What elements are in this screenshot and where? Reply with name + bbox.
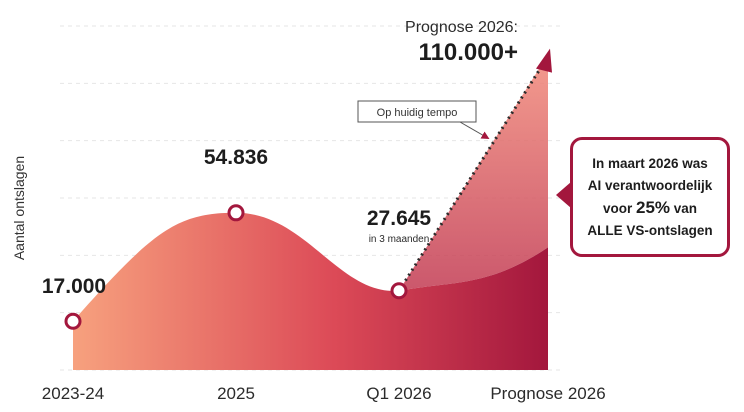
- callout-line-2: AI verantwoordelijk: [587, 177, 713, 193]
- tempo-pointer: [459, 121, 490, 139]
- x-tick-1: 2025: [217, 384, 255, 403]
- x-tick-3: Prognose 2026: [490, 384, 605, 403]
- data-label-1: 54.836: [204, 146, 268, 169]
- forecast-label: Prognose 2026:: [405, 19, 518, 36]
- x-tick-0: 2023-24: [42, 384, 104, 403]
- tempo-annotation: Op huidig tempo: [357, 100, 490, 139]
- y-axis-title: Aantal ontslagen: [11, 156, 27, 260]
- callout-line-4: ALLE VS-ontslagen: [587, 222, 713, 238]
- forecast-value-label: 110.000+: [419, 39, 518, 66]
- callout-line-1: In maart 2026 was: [592, 155, 708, 171]
- data-label-2: 27.645: [367, 207, 432, 230]
- main-area: [73, 212, 548, 370]
- forecast-arrow-icon: [536, 48, 552, 73]
- data-point-2: [390, 282, 408, 300]
- data-point-0: [64, 312, 82, 330]
- data-sublabel-2: in 3 maanden: [369, 234, 430, 245]
- tempo-box: [357, 100, 477, 123]
- callout-line-3-pre: voor: [602, 200, 636, 216]
- callout-line-3: voor 25% van: [603, 197, 697, 220]
- callout-pointer: [556, 182, 571, 208]
- callout-line-3-post: van: [670, 200, 698, 216]
- ai-share-callout: In maart 2026 was AI verantwoordelijk vo…: [570, 137, 730, 257]
- callout-percentage: 25%: [635, 197, 671, 217]
- data-label-0: 17.000: [42, 275, 106, 298]
- tempo-label: Op huidig tempo: [377, 107, 458, 119]
- x-tick-2: Q1 2026: [366, 384, 431, 403]
- data-point-1: [227, 204, 245, 222]
